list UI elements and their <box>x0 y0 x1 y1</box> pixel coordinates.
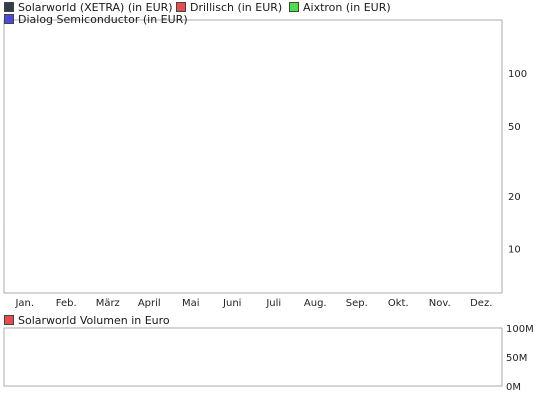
volume-y-tick-label: 0M <box>506 382 521 393</box>
legend-dialog-swatch <box>4 14 14 24</box>
y-tick-label: 20 <box>508 192 521 203</box>
volume-y-tick-label: 100M <box>506 324 534 335</box>
y-tick-label: 100 <box>508 69 527 80</box>
legend-dialog-label: Dialog Semiconductor (in EUR) <box>18 13 188 26</box>
legend-aixtron-label: Aixtron (in EUR) <box>303 1 391 14</box>
main-plot-frame <box>3 19 503 294</box>
x-tick-label: Okt. <box>388 298 409 309</box>
x-tick-label: April <box>138 298 161 309</box>
x-tick-label: Sep. <box>346 298 368 309</box>
legend-aixtron-swatch <box>289 2 299 12</box>
x-tick-label: Juni <box>222 298 241 309</box>
volume-plot-frame <box>3 327 503 387</box>
x-tick-label: Jan. <box>14 298 34 309</box>
x-tick-label: Feb. <box>56 298 77 309</box>
legend-solarworld-swatch <box>4 2 14 12</box>
legend-drillisch-label: Drillisch (in EUR) <box>190 1 283 14</box>
legend-solarworld: Solarworld (XETRA) (in EUR) <box>4 2 173 14</box>
y-tick-label: 50 <box>508 122 521 133</box>
x-tick-label: Aug. <box>304 298 327 309</box>
x-tick-label: Juli <box>265 298 281 309</box>
legend-volume-label: Solarworld Volumen in Euro <box>18 314 170 327</box>
x-tick-label: März <box>96 298 120 309</box>
volume-y-tick-label: 50M <box>506 353 527 364</box>
legend-dialog: Dialog Semiconductor (in EUR) <box>4 14 188 26</box>
legend-solarworld-label: Solarworld (XETRA) (in EUR) <box>18 1 173 14</box>
y-tick-label: 10 <box>508 245 521 256</box>
x-tick-label: Mai <box>182 298 200 309</box>
x-tick-label: Nov. <box>429 298 451 309</box>
legend-volume: Solarworld Volumen in Euro <box>4 315 170 327</box>
legend-volume-swatch <box>4 315 14 325</box>
legend-aixtron: Aixtron (in EUR) <box>289 2 391 14</box>
legend-drillisch-swatch <box>176 2 186 12</box>
legend-drillisch: Drillisch (in EUR) <box>176 2 282 14</box>
x-tick-label: Dez. <box>470 298 492 309</box>
